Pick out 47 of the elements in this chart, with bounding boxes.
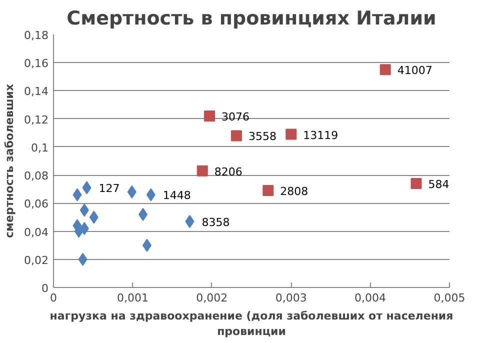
point (185, 214, 194, 228)
point (78, 252, 88, 266)
y-tick-label: 0,04 (24, 226, 49, 239)
point (380, 64, 391, 76)
y-tick-label: 0,18 (24, 29, 49, 42)
annotation: 2808 (280, 185, 308, 198)
x-tick-label: 0,002 (196, 292, 228, 304)
x-tick-label: 0,005 (434, 292, 466, 304)
point (262, 185, 274, 196)
x-axis-title: нагрузка на здравоохранение (доля заболевших от населения провинции (50, 310, 454, 338)
point (142, 238, 152, 252)
annotation: 8206 (214, 165, 242, 178)
x-tick-label: 0,004 (354, 292, 386, 304)
point (72, 188, 82, 202)
point (230, 130, 242, 142)
y-tick-label: 0,02 (24, 254, 49, 267)
point (146, 188, 156, 202)
y-axis-title: смертность заболевших (3, 84, 16, 238)
point (80, 204, 89, 217)
y-tick-label: 0,12 (24, 113, 49, 126)
point (204, 110, 216, 122)
y-tick-label: 0 (42, 282, 48, 295)
annotation: 3558 (248, 130, 276, 144)
y-tick-label: 0,06 (24, 198, 49, 211)
annotation: 127 (98, 182, 120, 196)
point (138, 208, 148, 221)
annotation: 41007 (397, 64, 432, 78)
point (89, 210, 98, 224)
annotation: 8358 (202, 216, 230, 229)
point (196, 165, 208, 176)
annotation: 3076 (222, 110, 250, 124)
point (80, 222, 89, 235)
y-tick-label: 0,14 (24, 85, 49, 98)
point (286, 128, 297, 140)
y-tick-label: 0,08 (24, 170, 49, 183)
point (127, 185, 136, 198)
x-tick-label: 0 (50, 292, 57, 304)
annotation: 1448 (162, 189, 191, 202)
x-tick-label: 0,001 (116, 292, 148, 304)
annotation: 584 (428, 178, 450, 191)
chart-title: Смертность в провинциях Италии (66, 8, 436, 30)
point (410, 178, 422, 189)
point (82, 181, 92, 194)
annotation: 13119 (303, 128, 338, 142)
x-tick-label: 0,003 (275, 292, 307, 304)
y-tick-label: 0,16 (24, 57, 49, 70)
y-tick-label: 0,1 (31, 141, 49, 154)
